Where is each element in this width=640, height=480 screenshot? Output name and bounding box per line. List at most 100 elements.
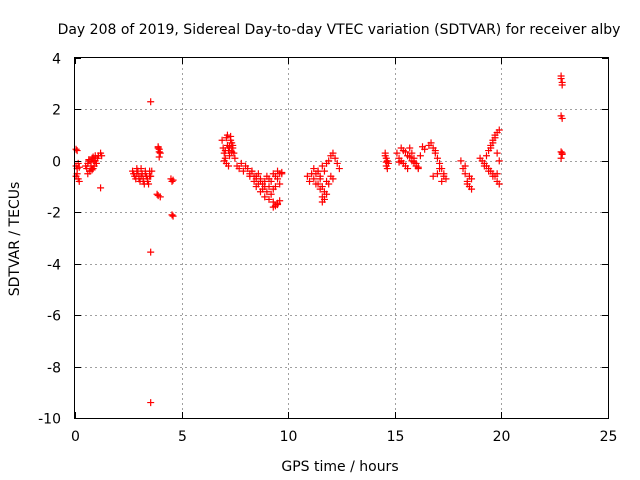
data-point [250, 177, 258, 185]
x-tick-label: 0 [71, 429, 80, 445]
data-point [557, 154, 565, 162]
data-point [414, 163, 422, 171]
data-point [91, 157, 99, 165]
data-point [558, 81, 566, 89]
data-point [88, 166, 96, 174]
data-point [269, 185, 277, 193]
data-point [457, 157, 465, 165]
data-point [133, 170, 141, 178]
y-tick-label: -6 [47, 309, 61, 325]
data-point [169, 176, 177, 184]
data-point [333, 159, 341, 167]
data-point [229, 141, 237, 149]
data-point [252, 183, 260, 191]
data-point [147, 98, 155, 106]
data-point [318, 162, 326, 170]
y-axis-label: SDTVAR / TECUs [7, 182, 23, 297]
data-point [329, 149, 337, 157]
data-point [267, 190, 275, 198]
data-point [278, 170, 286, 178]
data-point [168, 177, 176, 185]
data-point [438, 177, 446, 185]
data-point [154, 143, 162, 151]
y-tick-label: -2 [47, 206, 61, 222]
data-point [381, 149, 389, 157]
data-point [495, 157, 503, 165]
data-point [137, 172, 145, 180]
data-point [239, 167, 247, 175]
data-point [169, 212, 177, 220]
grid-lines [75, 58, 608, 418]
y-tick-label: -8 [47, 361, 61, 377]
data-point [314, 180, 322, 188]
data-point [429, 172, 437, 180]
data-point [75, 163, 83, 171]
data-point [436, 165, 444, 173]
y-tick-label: 0 [52, 155, 61, 171]
data-point [223, 131, 231, 139]
data-point [139, 177, 147, 185]
data-point [221, 147, 229, 155]
data-point [218, 136, 226, 144]
data-point [406, 144, 414, 152]
data-point [416, 152, 424, 160]
data-point [461, 170, 469, 178]
data-point [256, 188, 264, 196]
data-point [303, 172, 311, 180]
data-point [431, 147, 439, 155]
data-point [463, 180, 471, 188]
data-point [325, 157, 333, 165]
x-tick-label: 25 [600, 429, 618, 445]
data-point [318, 198, 326, 206]
data-point [267, 177, 275, 185]
data-point [427, 139, 435, 147]
x-tick-labels: 0 5 10 15 20 25 [71, 429, 617, 445]
data-point [141, 170, 149, 178]
data-point [246, 172, 254, 180]
data-point [276, 197, 284, 205]
y-tick-labels: 4 2 0 -2 -4 -6 -8 -10 [38, 52, 61, 428]
data-point [495, 180, 503, 188]
data-point [468, 175, 476, 183]
data-point [248, 167, 256, 175]
data-point [244, 165, 252, 173]
data-point [156, 149, 164, 157]
data-point [252, 172, 260, 180]
data-point [485, 167, 493, 175]
data-point [225, 162, 233, 170]
x-tick-label: 20 [493, 429, 511, 445]
data-point [461, 162, 469, 170]
data-point [408, 149, 416, 157]
data-point [487, 141, 495, 149]
data-point [316, 185, 324, 193]
chart-title: Day 208 of 2019, Sidereal Day-to-day VTE… [58, 22, 621, 38]
data-point [87, 158, 95, 166]
data-point [495, 126, 503, 134]
data-point [155, 148, 163, 156]
data-point [329, 175, 337, 183]
data-point [235, 165, 243, 173]
data-point [480, 162, 488, 170]
data-point [440, 172, 448, 180]
data-point [404, 165, 412, 173]
data-point [256, 175, 264, 183]
y-tick-label: 4 [52, 52, 61, 68]
data-point [89, 153, 97, 161]
data-point [227, 136, 235, 144]
data-point [482, 152, 490, 160]
data-point [312, 170, 320, 178]
data-point [261, 177, 269, 185]
data-point [226, 152, 234, 160]
data-point [397, 144, 405, 152]
data-point [410, 158, 418, 166]
data-point [320, 167, 328, 175]
data-point [145, 180, 153, 188]
data-point [168, 211, 176, 219]
data-point [406, 153, 414, 161]
data-point [491, 131, 499, 139]
data-point [421, 145, 429, 153]
data-point [557, 72, 565, 80]
data-point [97, 184, 105, 192]
x-tick-label: 15 [387, 429, 405, 445]
